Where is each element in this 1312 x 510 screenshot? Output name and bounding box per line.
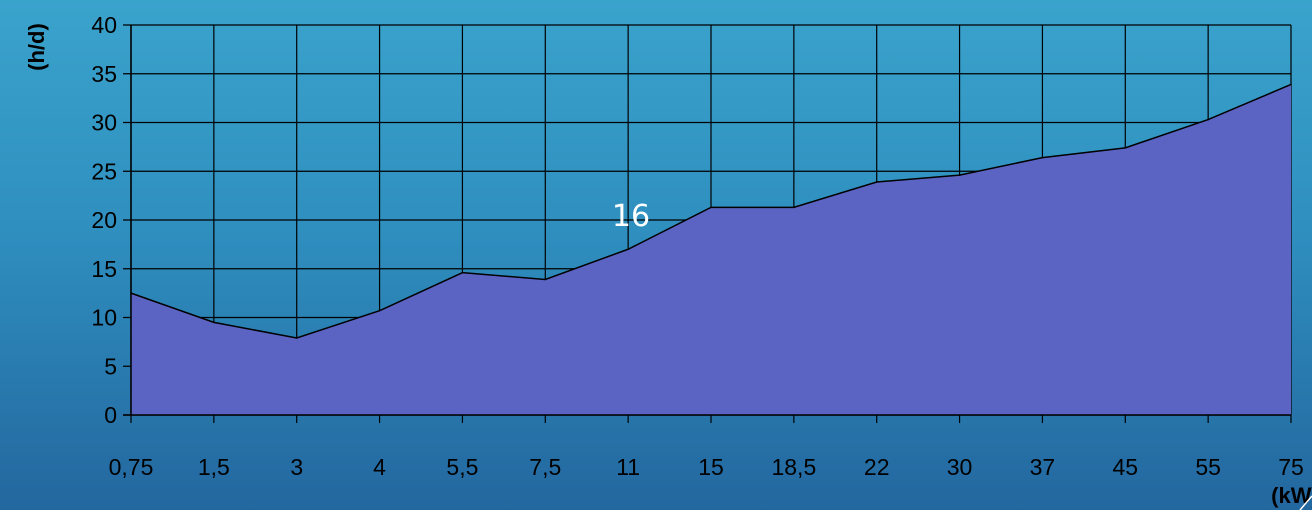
data-point <box>1124 147 1127 149</box>
data-point <box>958 174 961 176</box>
data-point <box>793 206 795 209</box>
x-tick-label: 15 <box>698 454 724 480</box>
y-tick-label: 40 <box>91 12 117 38</box>
x-tick-labels: 0,75 1,5 3 4 5,5 7,5 11 15 18,5 22 30 37 45 55 75 <box>109 454 1304 480</box>
corner-decoration <box>1299 495 1312 510</box>
y-tick-label: 20 <box>91 207 117 233</box>
data-point <box>295 337 298 339</box>
y-axis-title: (h/d) <box>24 23 49 71</box>
y-tick-label: 25 <box>91 158 117 184</box>
data-point <box>875 181 878 183</box>
x-tick-label: 45 <box>1112 454 1138 480</box>
x-tick-label: 5,5 <box>446 454 478 480</box>
x-tick-label: 3 <box>290 454 303 480</box>
x-tick-label: 11 <box>616 454 640 480</box>
data-point <box>544 278 547 281</box>
y-tick-label: 5 <box>104 353 117 379</box>
y-tick-label: 35 <box>91 61 117 87</box>
y-tick-label: 15 <box>91 256 117 282</box>
x-tick-label: 0,75 <box>109 454 154 480</box>
x-tick-label: 75 <box>1278 454 1304 480</box>
data-point <box>627 248 629 251</box>
data-point <box>710 206 712 209</box>
data-point <box>1207 118 1209 121</box>
data-point <box>378 309 381 312</box>
data-point <box>1041 156 1044 159</box>
y-tick-label: 30 <box>91 110 117 136</box>
y-tick-label: 10 <box>91 305 117 331</box>
x-tick-label: 4 <box>373 454 386 480</box>
y-tick-label: 0 <box>104 402 117 428</box>
x-tick-label: 18,5 <box>771 454 816 480</box>
data-point <box>461 271 464 274</box>
x-tick-label: 37 <box>1030 454 1056 480</box>
y-tick-labels: 0 5 10 15 20 25 30 35 40 <box>91 12 117 428</box>
x-tick-label: 55 <box>1195 454 1221 480</box>
x-tick-label: 1,5 <box>198 454 230 480</box>
chart-annotation: 16 <box>612 199 650 234</box>
x-tick-label: 7,5 <box>529 454 561 480</box>
x-tick-label: 22 <box>864 454 890 480</box>
area-layer <box>123 25 1292 416</box>
x-tick-label: 30 <box>947 454 973 480</box>
data-point <box>213 321 215 324</box>
data-point <box>1290 83 1292 86</box>
